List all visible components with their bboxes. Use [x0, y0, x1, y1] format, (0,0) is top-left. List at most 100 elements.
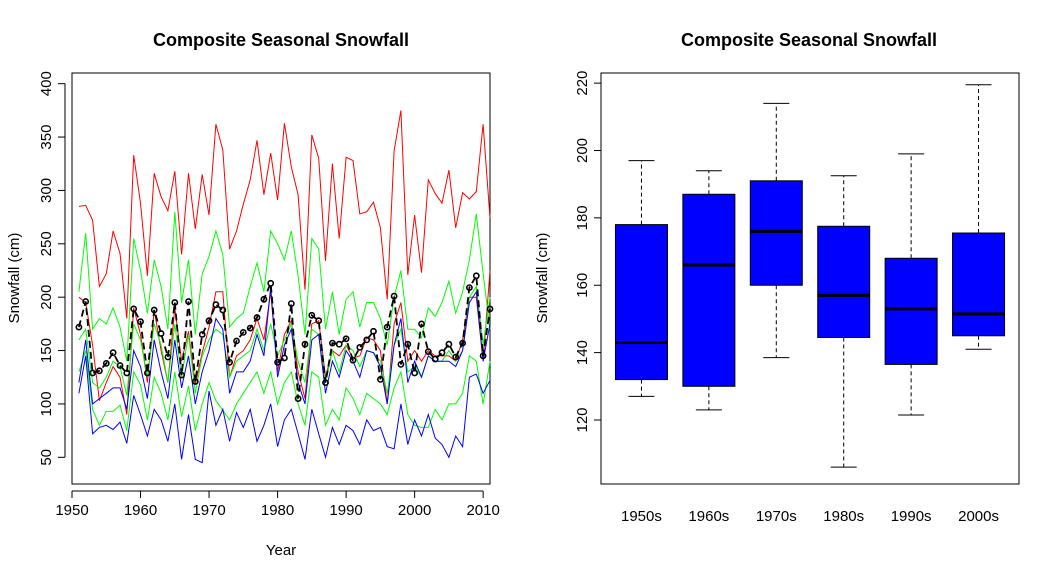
mean-point: [219, 306, 227, 314]
series-line-3: [78, 285, 491, 396]
series-line-0: [78, 110, 491, 319]
iqr-box: [682, 193, 736, 387]
category-label: 1950s: [621, 508, 662, 525]
mean-point: [185, 298, 192, 305]
mean-point: [164, 353, 172, 361]
y-tick-label: 120: [574, 407, 591, 432]
mean-point: [438, 349, 446, 357]
line-chart-y-axis: 50 100 150 200 250 300 350 400: [38, 71, 66, 466]
category-label: 1980s: [823, 508, 864, 525]
iqr-box: [614, 224, 668, 381]
box-chart-plot-frame: [600, 72, 1020, 485]
mean-point: [424, 348, 432, 355]
mean-point: [239, 328, 247, 336]
line-chart-title: Composite Seasonal Snowfall: [153, 30, 409, 50]
mean-point: [109, 349, 117, 357]
mean-point: [301, 340, 309, 348]
category-label: 1990s: [891, 508, 932, 525]
x-tick-label: 1990: [329, 502, 362, 519]
mean-point: [267, 279, 275, 287]
mean-point: [280, 354, 288, 362]
mean-point: [274, 358, 281, 366]
line-chart-x-axis-label: Year: [266, 542, 296, 559]
y-tick-label: 400: [38, 71, 55, 96]
series-line-1: [78, 270, 491, 415]
category-label: 1970s: [756, 508, 797, 525]
mean-point: [452, 353, 460, 361]
mean-point: [335, 340, 343, 348]
mean-point: [315, 317, 323, 325]
mean-point: [260, 295, 268, 303]
series-line-4: [78, 350, 491, 431]
y-tick-label: 200: [38, 285, 55, 310]
series-line-7: [78, 272, 491, 399]
line-chart-series-group: [75, 110, 494, 464]
mean-point: [137, 318, 144, 326]
mean-point: [233, 337, 240, 345]
mean-point: [397, 360, 405, 368]
box-chart-y-axis-label: Snowfall (cm): [534, 233, 551, 324]
mean-point: [82, 298, 90, 305]
mean-point: [116, 362, 124, 369]
box-chart-x-axis: 1950s 1960s 1970s 1980s 1990s 2000s: [621, 508, 999, 525]
x-tick-label: 2010: [466, 502, 499, 519]
box-1960s: [682, 170, 736, 411]
mean-point: [75, 323, 83, 331]
mean-point: [465, 284, 473, 291]
box-chart-boxes-group: [614, 84, 1006, 468]
y-tick-label: 50: [38, 449, 55, 466]
mean-point: [363, 336, 371, 344]
x-tick-label: 1960: [124, 502, 157, 519]
mean-point: [390, 292, 398, 300]
mean-point: [459, 339, 466, 347]
mean-point: [322, 379, 329, 386]
y-tick-label: 300: [38, 178, 55, 203]
mean-point: [486, 305, 494, 313]
mean-point: [479, 352, 487, 360]
iqr-box: [817, 225, 871, 338]
series-line-5: [78, 355, 491, 464]
y-tick-label: 350: [38, 125, 55, 150]
y-tick-label: 200: [574, 138, 591, 163]
y-tick-label: 160: [574, 273, 591, 298]
mean-point: [130, 305, 138, 313]
x-tick-label: 1950: [55, 502, 88, 519]
y-tick-label: 140: [574, 340, 591, 365]
mean-point: [287, 300, 295, 307]
mean-point: [253, 314, 261, 321]
y-tick-label: 250: [38, 231, 55, 256]
mean-point: [376, 375, 384, 383]
iqr-box: [884, 257, 938, 365]
line-chart-x-axis: 1950 1960 1970 1980 1990 2000 2010: [55, 490, 500, 519]
y-tick-label: 150: [38, 338, 55, 363]
box-1950s: [614, 160, 668, 397]
mean-point: [226, 358, 233, 366]
mean-point: [89, 369, 96, 377]
box-2000s: [952, 84, 1006, 350]
x-tick-label: 1970: [192, 502, 225, 519]
mean-point: [383, 323, 391, 331]
line-chart-panel: Composite Seasonal Snowfall 1950 1960 1970…: [6, 30, 500, 559]
category-label: 2000s: [958, 508, 999, 525]
mean-point: [342, 335, 350, 343]
box-1990s: [884, 153, 938, 416]
box-chart-y-axis: 120 140 160 180 200 220: [574, 71, 601, 433]
category-label: 1960s: [688, 508, 729, 525]
box-chart-panel: Composite Seasonal Snowfall 1950s 1960s 19…: [534, 30, 1020, 525]
mean-point: [143, 369, 151, 377]
box-1980s: [817, 175, 871, 468]
mean-point: [404, 340, 412, 348]
iqr-box: [749, 180, 803, 286]
mean-point: [205, 317, 213, 325]
mean-point: [472, 272, 480, 280]
mean-point: [178, 371, 185, 379]
line-chart-plot-frame: [71, 72, 491, 485]
mean-point: [431, 355, 439, 363]
mean-point: [212, 301, 220, 309]
series-line-6: [78, 286, 491, 410]
x-tick-label: 1980: [261, 502, 294, 519]
mean-point: [150, 306, 158, 314]
mean-point: [171, 299, 179, 306]
mean-point: [96, 367, 103, 375]
